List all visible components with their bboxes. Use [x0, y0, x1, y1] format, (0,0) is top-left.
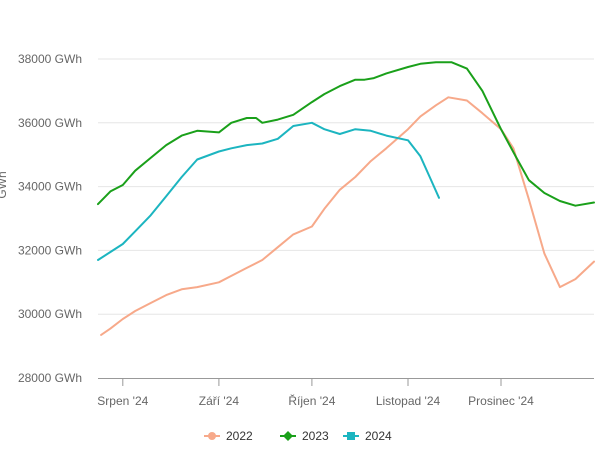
- y-axis-title: GWh: [0, 171, 9, 198]
- legend-label: 2022: [226, 429, 253, 443]
- x-tick-label: Prosinec '24: [468, 394, 534, 408]
- x-tick-label: Listopad '24: [376, 394, 441, 408]
- grid: [98, 58, 594, 315]
- legend[interactable]: 2022 2023 2024: [204, 429, 392, 443]
- series-line-2024: [97, 121, 440, 261]
- legend-item-2024[interactable]: 2024: [343, 429, 392, 443]
- legend-item-2022[interactable]: 2022: [204, 429, 253, 443]
- y-axis: 28000 GWh 30000 GWh 32000 GWh 34000 GWh 3600…: [18, 52, 82, 385]
- series: [97, 61, 595, 336]
- series-line-2022: [100, 96, 595, 336]
- series-line-2023: [97, 61, 595, 207]
- legend-label: 2024: [365, 429, 392, 443]
- y-tick-label: 36000 GWh: [18, 116, 82, 130]
- x-tick-label: Srpen '24: [97, 394, 148, 408]
- y-tick-label: 34000 GWh: [18, 180, 82, 194]
- legend-marker-circle: [208, 432, 216, 440]
- y-tick-label: 28000 GWh: [18, 371, 82, 385]
- legend-marker-square: [347, 432, 355, 440]
- legend-item-2023[interactable]: 2023: [280, 429, 329, 443]
- legend-label: 2023: [302, 429, 329, 443]
- y-tick-label: 30000 GWh: [18, 307, 82, 321]
- x-tick-label: Říjen '24: [288, 393, 335, 408]
- y-tick-label: 38000 GWh: [18, 52, 82, 66]
- x-axis: Srpen '24 Září '24 Říjen '24 Listopad '24 Pr…: [97, 378, 594, 408]
- y-tick-label: 32000 GWh: [18, 243, 82, 257]
- x-tick-label: Září '24: [199, 394, 240, 408]
- legend-marker-diamond: [283, 431, 293, 441]
